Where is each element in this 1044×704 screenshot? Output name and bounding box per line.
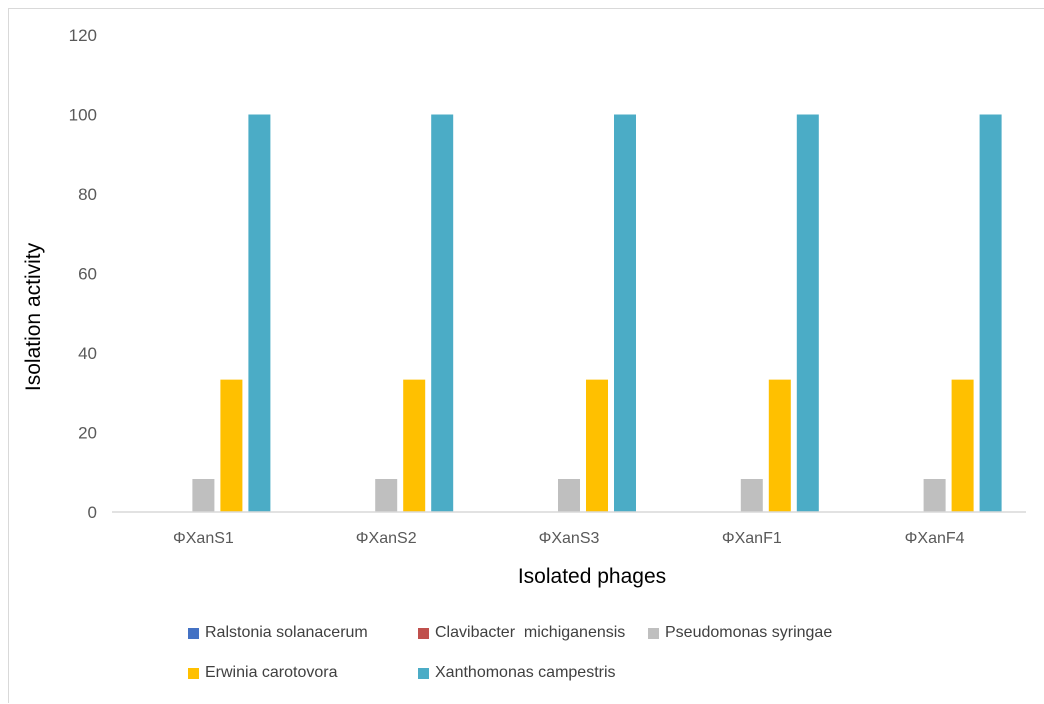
bar (951, 379, 974, 512)
bar (979, 114, 1002, 512)
x-axis-ticks: ΦXanS1 ΦXanS2 ΦXanS3 ΦXanF1 ΦXanF4 (173, 530, 965, 547)
bar (740, 479, 763, 512)
legend-label: Clavibacter michiganensis (435, 624, 626, 641)
legend-item-xanthomonas: Xanthomonas campestris (418, 664, 616, 682)
chart-frame (8, 8, 1044, 703)
bar (768, 379, 791, 512)
y-tick-label: 100 (69, 106, 97, 125)
bar (220, 379, 243, 512)
bar (375, 479, 398, 512)
legend-label: Ralstonia solanacerum (205, 624, 368, 641)
legend-swatch (418, 667, 429, 679)
legend-item-clavibacter: Clavibacter michiganensis (418, 624, 625, 642)
y-tick-label: 20 (78, 424, 97, 443)
y-tick-label: 120 (69, 26, 97, 45)
bar (586, 379, 608, 512)
x-tick-label: ΦXanS1 (173, 530, 234, 547)
legend: Ralstonia solanacerum Clavibacter michig… (188, 624, 888, 704)
legend-swatch (188, 667, 199, 679)
legend-swatch (188, 627, 199, 639)
x-tick-label: ΦXanF1 (722, 530, 782, 547)
legend-label: Xanthomonas campestris (435, 664, 616, 681)
y-tick-label: 40 (78, 344, 97, 363)
x-tick-label: ΦXanS3 (539, 530, 600, 547)
legend-label: Erwinia carotovora (205, 664, 338, 681)
bar (431, 114, 454, 512)
bar (614, 114, 636, 512)
legend-item-erwinia: Erwinia carotovora (188, 664, 338, 682)
legend-label: Pseudomonas syringae (665, 624, 833, 641)
bar (558, 479, 580, 512)
legend-item-ralstonia: Ralstonia solanacerum (188, 624, 368, 642)
y-tick-label: 0 (88, 503, 97, 522)
x-axis-title: Isolated phages (518, 565, 666, 588)
y-axis-title: Isolation activity (22, 242, 45, 391)
bar (192, 479, 215, 512)
y-tick-label: 60 (78, 265, 97, 284)
bar (248, 114, 271, 512)
legend-row-1: Ralstonia solanacerum Clavibacter michig… (188, 624, 888, 664)
legend-row-2: Erwinia carotovora Xanthomonas campestri… (188, 664, 888, 704)
y-tick-label: 80 (78, 185, 97, 204)
legend-item-pseudomonas: Pseudomonas syringae (648, 624, 832, 642)
x-tick-label: ΦXanF4 (905, 530, 965, 547)
y-axis-ticks: 0 20 40 60 80 100 120 (69, 26, 97, 522)
legend-swatch (648, 627, 659, 639)
bar (403, 379, 426, 512)
legend-swatch (418, 627, 429, 639)
bar (923, 479, 946, 512)
bars (192, 114, 1002, 512)
bar (796, 114, 819, 512)
x-tick-label: ΦXanS2 (356, 530, 417, 547)
